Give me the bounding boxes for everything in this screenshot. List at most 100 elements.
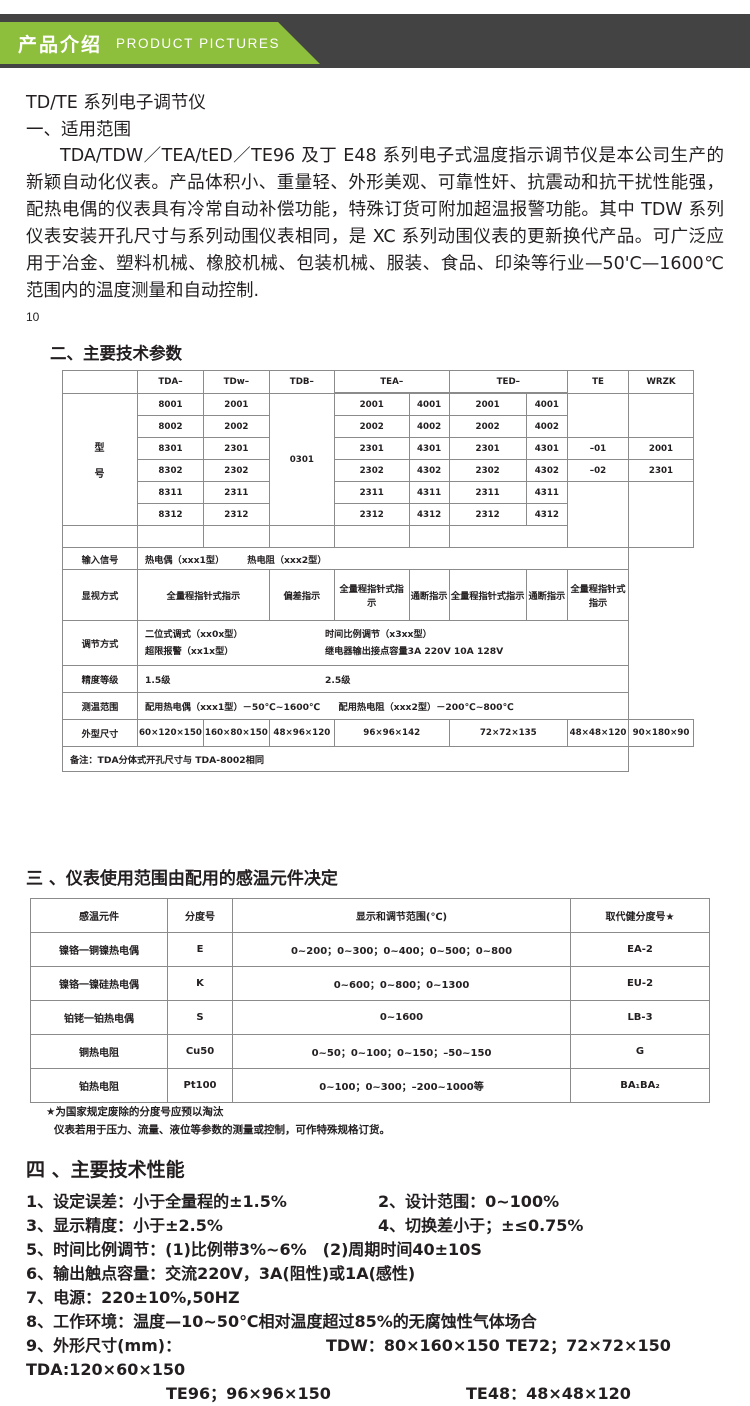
- header-banner-green: 产品介绍 PRODUCT PICTURES: [0, 22, 320, 64]
- t1-spacer-tdw: [137, 525, 204, 548]
- spec-9-tdw: TDW：80×160×150: [326, 1336, 500, 1355]
- table-row: 精度等级 1.5级 2.5级: [62, 665, 694, 693]
- t1-cell-tdw: 2302: [202, 459, 270, 482]
- t1-header-tea: TEA–: [333, 370, 450, 393]
- table-row: 8311 2311 2311 4311 2311 4311: [63, 481, 694, 548]
- t1-cell-wrzk: 2301: [628, 459, 694, 482]
- table-row: 输入信号 热电偶（xxx1型） 热电阻（xxx2型）: [62, 547, 694, 570]
- t1-cell-tea2: 4302: [408, 459, 450, 482]
- tech-performance-list: 1、设定误差：小于全量程的±1.5% 2、设计范围：0~100% 3、显示精度：…: [26, 1190, 726, 1406]
- t1-cell-tdw: 2311: [202, 481, 270, 504]
- t1-display-5: 通断指示: [525, 569, 569, 621]
- t1-header-tda: TDA–: [137, 370, 204, 394]
- intro-paragraph: TDA/TDW／TEA/tED／TE96 及丁 E48 系列电子式温度指示调节仪…: [26, 143, 724, 305]
- spec-item-3: 3、显示精度：小于±2.5%: [26, 1216, 223, 1235]
- t2-cell-replaced: G: [570, 1034, 710, 1069]
- t1-cell-ted1: 2311: [448, 481, 527, 504]
- t1-cell-tea1: 2301: [333, 437, 410, 460]
- t2-cell-replaced: BA₁BA₂: [570, 1068, 710, 1103]
- t1-dim-2: 48×96×120: [268, 719, 335, 747]
- spec-row-dimensions-2: TE96；96×96×150 TE48：48×48×120: [26, 1382, 726, 1406]
- footnote-2: 仪表若用于压力、流量、液位等参数的测量或控制，可作特殊规格订货。: [54, 1124, 390, 1136]
- table-row: 外型尺寸 60×120×150 160×80×150 48×96×120 96×…: [62, 719, 694, 747]
- intro-paragraph-text: TDA/TDW／TEA/tED／TE96 及丁 E48 系列电子式温度指示调节仪…: [26, 146, 724, 301]
- t2-cell-element: 铂铑一铂热电偶: [30, 1000, 168, 1035]
- t2-cell-code: Pt100: [167, 1068, 233, 1103]
- t1-cell-tdw: 2001: [202, 393, 270, 416]
- t1-dim-4: 72×72×135: [448, 719, 569, 747]
- t2-cell-replaced: EU-2: [570, 966, 710, 1001]
- t1-cell-ted2: 4002: [525, 415, 569, 438]
- t1-cell-tda: 8001: [137, 393, 204, 416]
- t1-cell-tea2: 4311: [408, 481, 450, 504]
- t1-header-tdw: TDw–: [202, 370, 270, 394]
- t1-spacer-ted1: [333, 525, 410, 548]
- spec-row: 7、电源：220±10%,50HZ: [26, 1286, 726, 1310]
- t1-cell-ted2: 4301: [525, 437, 569, 460]
- t1-value-accuracy: 1.5级 2.5级: [137, 665, 629, 693]
- t1-note: 备注：TDA分体式开孔尺寸与 TDA-8002相同: [62, 746, 629, 772]
- t1-cell-tea2: 4312: [408, 503, 450, 526]
- table-row: 测温范围 配用热电偶（xxx1型）－50℃~1600℃ 配用热电阻（xxx2型）…: [62, 692, 694, 720]
- table-row: 调节方式 二位式调式（xx0x型） 时间比例调节（x3xx型） 超限报警（xx1…: [62, 620, 694, 666]
- table-row: 显视方式 全量程指针式指示 偏差指示 全量程指针式指示 通断指示 全量程指针式指…: [62, 569, 694, 621]
- t1-cell-tea1: 2312: [333, 503, 410, 526]
- spec-row: 6、输出触点容量：交流220V，3A(阻性)或1A(感性): [26, 1262, 726, 1286]
- t1-cell-ted2: 4302: [525, 459, 569, 482]
- t1-value-adjust-mode: 二位式调式（xx0x型） 时间比例调节（x3xx型） 超限报警（xx1x型） 继…: [137, 620, 629, 666]
- t1-spacer-tda: [62, 525, 138, 548]
- spec-9-te72: TE72；72×72×150: [506, 1336, 671, 1355]
- t1-accuracy-2: 2.5级: [325, 675, 351, 686]
- t2-header-code: 分度号: [167, 898, 233, 933]
- t1-header-tdb: TDB–: [268, 370, 335, 394]
- t1-cell-tdw: 2312: [202, 503, 270, 526]
- t2-cell-range: 0~50；0~100；0~150；–50~150: [232, 1034, 571, 1069]
- t1-adjust-r2: 继电器输出接点容量3A 220V 10A 128V: [325, 646, 504, 657]
- page-header-bar: 产品介绍 PRODUCT PICTURES: [0, 14, 750, 68]
- t1-accuracy-1: 1.5级: [145, 675, 171, 686]
- t1-cell-ted1: 2312: [448, 503, 527, 526]
- t1-cell-tda: 8002: [137, 415, 204, 438]
- t1-cell-tda: 8311: [137, 481, 204, 504]
- header-title-en: PRODUCT PICTURES: [116, 35, 281, 51]
- t1-value-input-signal: 热电偶（xxx1型） 热电阻（xxx2型）: [137, 547, 629, 570]
- t2-header-replaced: 取代健分度号★: [570, 898, 710, 933]
- spec-row: 1、设定误差：小于全量程的±1.5% 2、设计范围：0~100%: [26, 1190, 726, 1214]
- table-row: TDA– TDw– TDB– TEA– TED– TE WRZK: [62, 370, 694, 394]
- t1-cell-tea1: 2311: [333, 481, 410, 504]
- t1-cell-tda: 8302: [137, 459, 204, 482]
- sensor-range-table: 感温元件 分度号 显示和调节范围(℃) 取代健分度号★ 镍铬一铜镍热电偶 E 0…: [30, 898, 710, 1103]
- t1-cell-ted2: 4001: [525, 393, 569, 416]
- spec-row: 8、工作环境：温度—10~50℃相对温度超过85%的无腐蚀性气体场合: [26, 1310, 726, 1334]
- t1-dim-0: 60×120×150: [137, 719, 204, 747]
- t1-spacer-tea1: [202, 525, 270, 548]
- t1-header-wrzk: WRZK: [628, 370, 694, 394]
- t2-header-range: 显示和调节范围(℃): [232, 898, 571, 933]
- t1-dim-5: 48×48×120: [567, 719, 629, 747]
- spec-row: 5、时间比例调节：(1)比例带3%~6% (2)周期时间40±10S: [26, 1238, 726, 1262]
- t1-cell-ted1: 2302: [448, 459, 527, 482]
- t1-cell-wrzk: [628, 393, 694, 438]
- spec-row: 3、显示精度：小于±2.5% 4、切换差小于；±≤0.75%: [26, 1214, 726, 1238]
- t1-label-accuracy: 精度等级: [62, 665, 138, 693]
- spec-item-6: 6、输出触点容量：交流220V，3A(阻性)或1A(感性): [26, 1264, 416, 1283]
- spec-9-te48: TE48：48×48×120: [466, 1384, 631, 1403]
- section4-heading: 四 、主要技术性能: [26, 1159, 185, 1181]
- spec-9-te96: TE96；96×96×150: [166, 1384, 331, 1403]
- t2-cell-code: K: [167, 966, 233, 1001]
- t1-adjust-l1: 二位式调式（xx0x型）: [145, 629, 243, 640]
- footnote-1: ★为国家规定废除的分度号应预以淘汰: [46, 1106, 224, 1118]
- table-row: 镍铬一铜镍热电偶 E 0~200；0~300；0~400；0~500；0~800…: [30, 932, 710, 967]
- table-row: 8301 2301 2301 4301 2301 4301 –01 2001: [63, 437, 694, 460]
- t1-cell-wrzk: [628, 481, 694, 548]
- t2-cell-range: 0~600；0~800；0~1300: [232, 966, 571, 1001]
- t2-cell-code: E: [167, 932, 233, 967]
- t1-cell-ted1: 2301: [448, 437, 527, 460]
- table-row: 备注：TDA分体式开孔尺寸与 TDA-8002相同: [62, 746, 694, 772]
- table-row: 型号 8001 2001 0301 2001 4001 2001 4001: [62, 393, 694, 526]
- t1-cell-tdw: 2002: [202, 415, 270, 438]
- t1-cell-tea1: 2001: [333, 393, 410, 416]
- t1-cell-ted1: 2002: [448, 415, 527, 438]
- spec-item-2: 2、设计范围：0~100%: [378, 1192, 560, 1211]
- t1-display-2: 全量程指针式指示: [333, 569, 410, 621]
